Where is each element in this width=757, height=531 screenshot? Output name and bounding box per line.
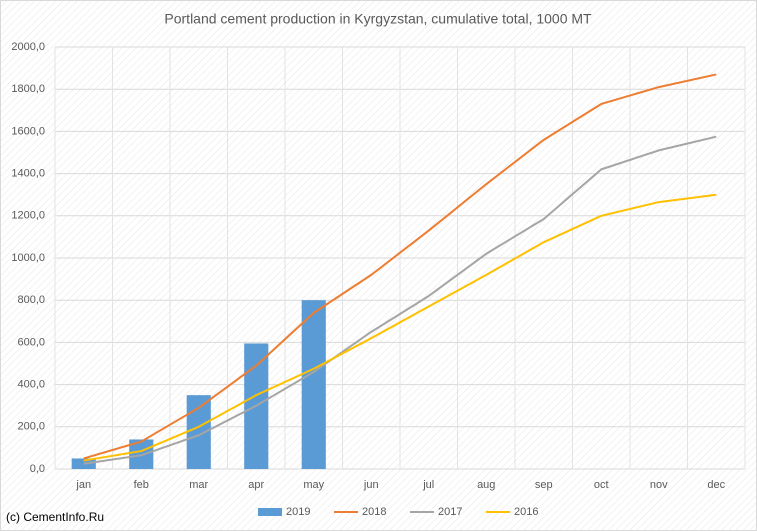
y-tick-label: 1200,0 bbox=[11, 210, 45, 222]
x-tick-label: nov bbox=[650, 479, 668, 491]
y-tick-label: 2000,0 bbox=[11, 41, 45, 53]
chart-title: Portland cement production in Kyrgyzstan… bbox=[164, 11, 592, 27]
y-tick-label: 600,0 bbox=[17, 336, 45, 348]
y-tick-label: 1600,0 bbox=[11, 125, 45, 137]
x-tick-label: apr bbox=[248, 479, 264, 491]
x-tick-label: aug bbox=[477, 479, 495, 491]
x-tick-label: jul bbox=[422, 479, 434, 491]
y-tick-label: 0,0 bbox=[30, 463, 45, 475]
x-tick-label: jun bbox=[363, 479, 379, 491]
x-tick-label: may bbox=[303, 479, 324, 491]
y-tick-label: 1000,0 bbox=[11, 252, 45, 264]
legend-label: 2017 bbox=[438, 506, 462, 518]
y-tick-label: 400,0 bbox=[17, 379, 45, 391]
legend-swatch bbox=[258, 508, 282, 516]
x-tick-label: feb bbox=[134, 479, 149, 491]
x-tick-label: mar bbox=[189, 479, 208, 491]
legend-label: 2016 bbox=[514, 506, 538, 518]
x-tick-label: dec bbox=[707, 479, 725, 491]
x-tick-label: jan bbox=[75, 479, 91, 491]
y-tick-label: 200,0 bbox=[17, 421, 45, 433]
line-series bbox=[83, 135, 717, 465]
bar bbox=[301, 300, 326, 469]
line-series bbox=[83, 193, 717, 462]
footer: (c) CementInfo.Ru bbox=[6, 510, 104, 524]
bar bbox=[186, 395, 211, 469]
y-tick-label: 1400,0 bbox=[11, 168, 45, 180]
legend-label: 2019 bbox=[286, 506, 310, 518]
legend-label: 2018 bbox=[362, 506, 386, 518]
x-tick-label: oct bbox=[594, 479, 609, 491]
line-series bbox=[83, 73, 717, 460]
x-tick-label: sep bbox=[535, 479, 553, 491]
y-tick-label: 1800,0 bbox=[11, 83, 45, 95]
y-tick-label: 800,0 bbox=[17, 294, 45, 306]
